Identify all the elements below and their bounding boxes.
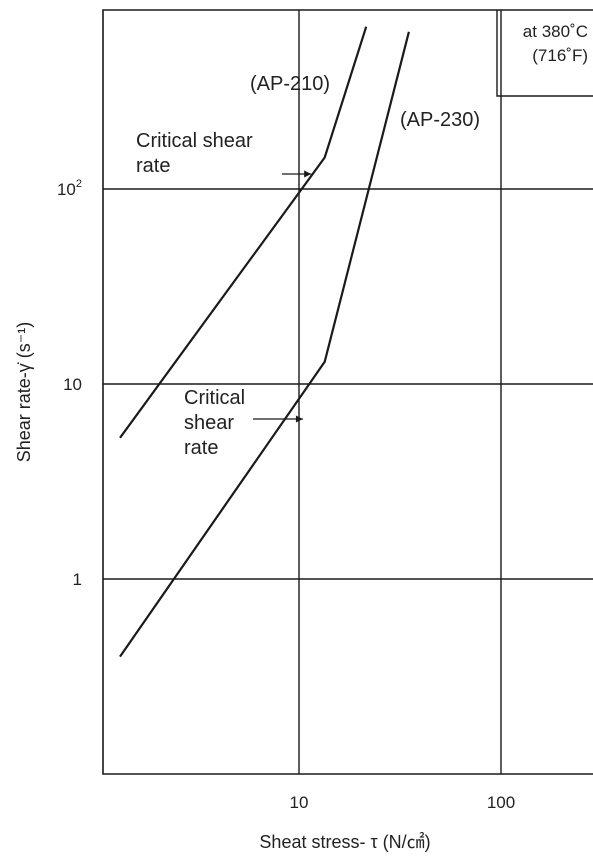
series-label-ap230: (AP-230)	[400, 109, 480, 131]
arrow-head	[304, 170, 312, 178]
series-layer	[119, 26, 410, 658]
x-tick-label: 100	[487, 793, 515, 812]
series-line-ap210	[119, 26, 368, 439]
critical-shear-rate-label: shear	[184, 412, 234, 434]
series-label-ap210: (AP-210)	[250, 73, 330, 95]
y-tick-label: 1	[73, 570, 82, 589]
y-tick-label: 10	[63, 375, 82, 394]
arrow-head	[295, 415, 303, 423]
critical-shear-rate-label: Critical shear	[136, 130, 253, 152]
y-tick-label: 102	[57, 178, 82, 199]
condition-text: (716˚F)	[532, 46, 588, 65]
y-axis-label: Shear rate-γ̇ (s⁻¹)	[14, 322, 34, 463]
series-line-ap230	[119, 31, 410, 658]
condition-box	[496, 10, 593, 97]
x-tick-label: 10	[290, 793, 309, 812]
critical-shear-rate-label: Critical	[184, 387, 245, 409]
critical-shear-rate-label: rate	[136, 155, 170, 177]
label-layer: 10 100 1 10 102 at 380˚C (716˚F) (AP-210) (AP-23…	[14, 22, 588, 852]
plot-frame	[102, 9, 593, 775]
critical-shear-rate-label: rate	[184, 437, 218, 459]
grid	[102, 9, 593, 775]
x-axis-label: Sheat stress- τ (N/㎠)	[259, 831, 430, 852]
condition-text: at 380˚C	[523, 22, 588, 41]
